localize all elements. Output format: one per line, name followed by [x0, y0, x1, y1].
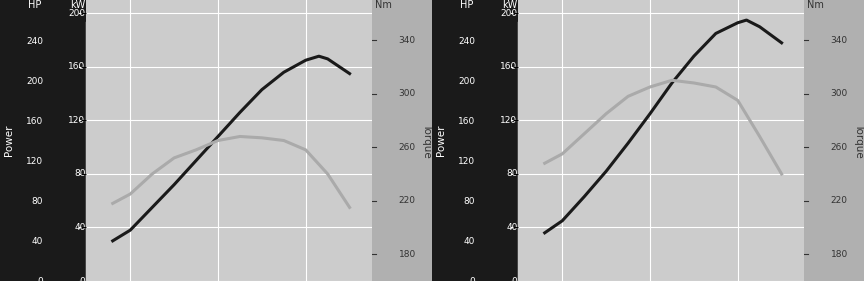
Text: 80: 80: [74, 169, 86, 178]
Text: 120: 120: [500, 116, 518, 125]
Text: 180: 180: [399, 250, 416, 259]
Text: Power: Power: [435, 125, 446, 156]
Text: HP: HP: [29, 0, 41, 10]
Text: 200: 200: [500, 9, 518, 18]
Text: 0: 0: [79, 277, 86, 281]
Text: Torque: Torque: [422, 123, 432, 158]
Text: 160: 160: [68, 62, 86, 71]
Text: 0: 0: [469, 277, 475, 281]
Text: 0: 0: [511, 277, 518, 281]
Text: 240: 240: [458, 37, 475, 46]
Text: 340: 340: [831, 36, 848, 45]
Text: 220: 220: [831, 196, 848, 205]
Text: Nm: Nm: [807, 0, 823, 10]
Text: kW: kW: [70, 0, 86, 10]
Text: 0: 0: [37, 277, 43, 281]
Text: 80: 80: [506, 169, 518, 178]
Text: 340: 340: [399, 36, 416, 45]
Text: 200: 200: [458, 77, 475, 86]
Text: Nm: Nm: [375, 0, 391, 10]
Text: Power: Power: [3, 125, 14, 156]
Text: 200: 200: [68, 9, 86, 18]
Text: 80: 80: [464, 197, 475, 206]
Text: 300: 300: [831, 89, 848, 98]
Text: 80: 80: [32, 197, 43, 206]
Text: 40: 40: [464, 237, 475, 246]
Text: 120: 120: [26, 157, 43, 166]
Text: 300: 300: [399, 89, 416, 98]
Text: 40: 40: [506, 223, 518, 232]
Text: 40: 40: [74, 223, 86, 232]
Text: 160: 160: [26, 117, 43, 126]
Text: 160: 160: [458, 117, 475, 126]
Text: 180: 180: [831, 250, 848, 259]
Text: 200: 200: [26, 77, 43, 86]
Text: Torque: Torque: [854, 123, 864, 158]
Text: 40: 40: [32, 237, 43, 246]
Text: 260: 260: [831, 143, 848, 152]
Text: 260: 260: [399, 143, 416, 152]
Text: 120: 120: [68, 116, 86, 125]
Text: 220: 220: [399, 196, 416, 205]
Text: 120: 120: [458, 157, 475, 166]
Text: HP: HP: [461, 0, 473, 10]
Text: 240: 240: [26, 37, 43, 46]
Text: kW: kW: [502, 0, 518, 10]
Text: 160: 160: [500, 62, 518, 71]
